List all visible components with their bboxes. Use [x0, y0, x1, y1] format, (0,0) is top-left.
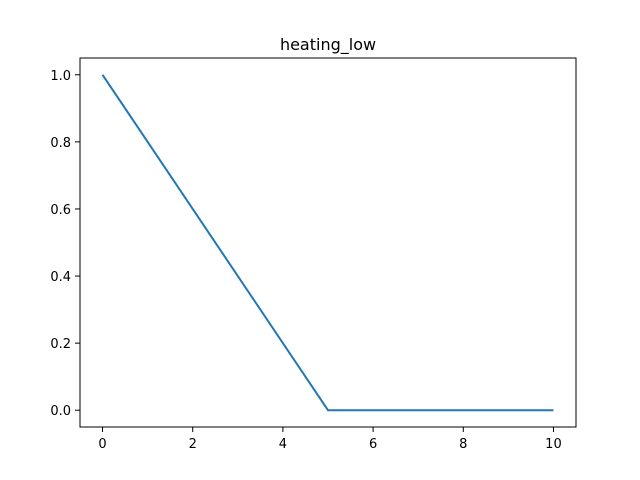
- series-layer: [101, 74, 554, 412]
- x-tick-label: 6: [369, 437, 377, 452]
- x-tick-label: 8: [459, 437, 467, 452]
- x-tick-label: 10: [545, 437, 562, 452]
- y-tick-label: 0.2: [50, 337, 71, 352]
- y-tick-label: 0.8: [50, 136, 71, 151]
- plot-area: [79, 57, 577, 428]
- x-tick-label: 0: [98, 437, 106, 452]
- x-tick-label: 4: [279, 437, 287, 452]
- x-axis: 0 2 4 6 8 10: [98, 427, 562, 452]
- y-tick-label: 0.4: [50, 270, 71, 285]
- y-tick-label: 0.0: [50, 404, 71, 419]
- y-axis: 0.0 0.2 0.4 0.6 0.8 1.0: [50, 69, 80, 419]
- y-tick-label: 0.6: [50, 203, 71, 218]
- chart-title: heating_low: [280, 35, 376, 55]
- x-tick-label: 2: [189, 437, 197, 452]
- series-line: [101, 74, 554, 412]
- y-tick-label: 1.0: [50, 69, 71, 84]
